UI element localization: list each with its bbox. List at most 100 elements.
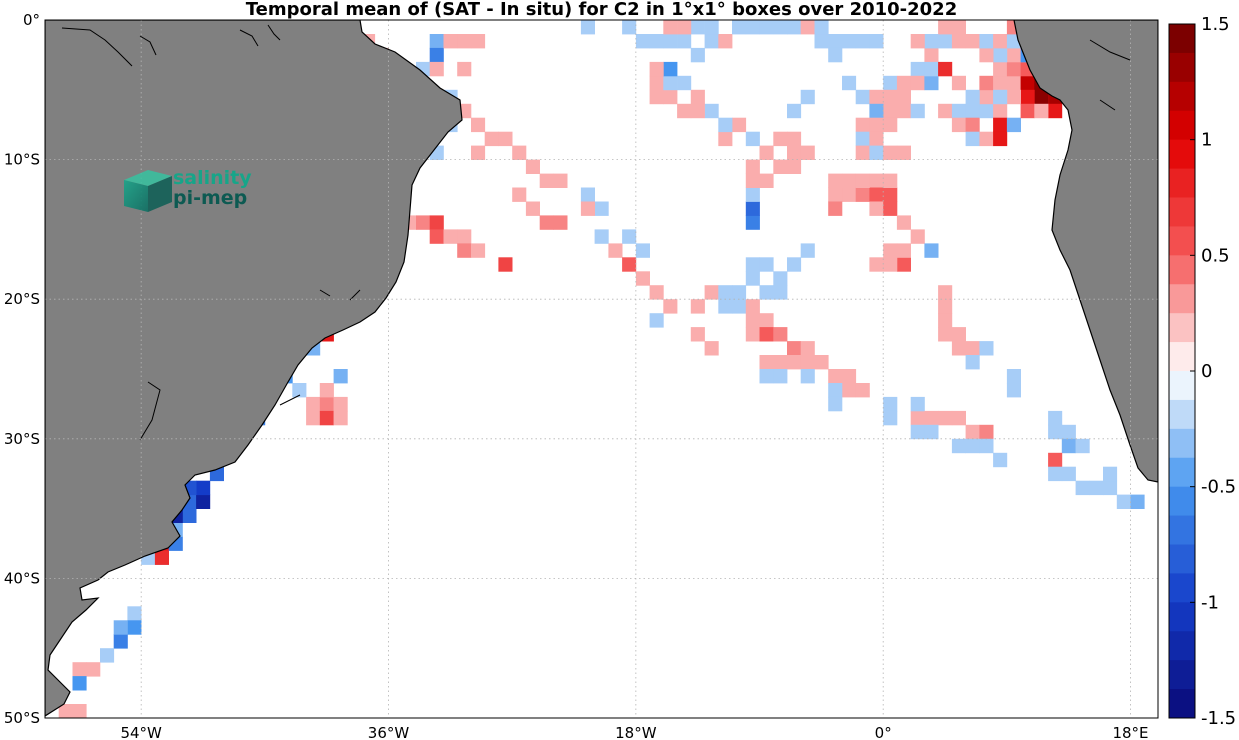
data-cell: [1006, 47, 1021, 63]
data-cell: [965, 355, 980, 370]
data-cell: [443, 34, 458, 49]
data-cell: [429, 229, 444, 244]
colorbar-segment: [1169, 197, 1195, 227]
data-cell: [1048, 424, 1063, 440]
colorbar-segment: [1169, 284, 1195, 314]
map-frame: [44, 19, 1159, 719]
data-cell: [828, 34, 843, 49]
data-cell: [938, 61, 953, 77]
data-cell: [649, 313, 664, 328]
data-cell: [484, 131, 499, 147]
colorbar-segment: [1169, 457, 1195, 488]
data-cell: [1020, 75, 1035, 91]
data-cell: [1116, 494, 1131, 509]
colorbar-segment: [1169, 631, 1195, 661]
data-cell: [745, 20, 760, 35]
colorbar-tick-label: 0.5: [1201, 245, 1230, 266]
data-cell: [896, 243, 911, 258]
data-cell: [883, 103, 898, 119]
data-cell: [690, 103, 705, 119]
data-cell: [910, 229, 925, 244]
data-cell: [855, 131, 870, 147]
data-cell: [525, 159, 540, 174]
data-cell: [924, 410, 939, 426]
data-cell: [842, 173, 857, 188]
data-cell: [883, 89, 898, 105]
colorbar-segment: [1169, 573, 1195, 603]
logo-line1: salinity: [173, 167, 252, 189]
data-cell: [580, 187, 595, 202]
data-cell: [883, 145, 898, 160]
data-cell: [663, 75, 678, 91]
colorbar-segment: [1169, 371, 1195, 401]
data-cell: [869, 131, 884, 147]
data-cell: [965, 438, 980, 454]
data-cell: [608, 243, 623, 258]
data-cell: [910, 61, 925, 77]
data-cell: [951, 327, 966, 342]
data-cell: [745, 201, 760, 216]
data-cell: [663, 34, 678, 49]
data-cell: [732, 117, 747, 133]
colorbar-segment: [1169, 313, 1195, 343]
data-cell: [869, 103, 884, 119]
data-cell: [896, 75, 911, 91]
data-cell: [622, 257, 637, 272]
data-cell: [979, 75, 994, 91]
longitude-labels: 54°W 36°W 18°W 0° 18°E: [120, 724, 1148, 740]
data-cell: [196, 480, 211, 496]
data-cell: [100, 648, 115, 663]
data-cell: [690, 89, 705, 105]
colorbar-segment: [1169, 544, 1195, 574]
data-cell: [1061, 424, 1076, 440]
data-cell: [951, 341, 966, 356]
data-cell: [182, 508, 197, 523]
data-cell: [759, 257, 774, 272]
data-cell: [965, 117, 980, 133]
data-cell: [704, 341, 719, 356]
data-cell: [718, 117, 733, 133]
data-cell: [883, 187, 898, 202]
data-cell: [965, 34, 980, 49]
data-cell: [924, 61, 939, 77]
data-cell: [993, 117, 1008, 133]
data-cell: [333, 396, 348, 412]
data-cell: [759, 369, 774, 384]
logo-line2: pi-mep: [173, 187, 247, 209]
data-cell: [1006, 117, 1021, 133]
data-cell: [787, 145, 802, 160]
data-cell: [704, 20, 719, 35]
colorbar-tick-label: -1.5: [1201, 708, 1236, 729]
data-cell: [663, 299, 678, 314]
data-cell: [1130, 494, 1145, 509]
data-cell: [855, 187, 870, 202]
data-cell: [869, 89, 884, 105]
data-cell: [993, 61, 1008, 77]
data-cell: [1103, 466, 1118, 482]
data-cell: [896, 257, 911, 272]
data-cell: [883, 117, 898, 133]
data-cell: [828, 47, 843, 63]
data-cell: [800, 20, 815, 35]
data-cell: [429, 215, 444, 230]
lat-tick-label: 10°S: [4, 151, 40, 169]
colorbar-segment: [1169, 342, 1195, 372]
data-cell: [471, 243, 486, 258]
data-cell: [745, 187, 760, 202]
lat-tick-label: 20°S: [4, 290, 40, 308]
data-cell: [787, 20, 802, 35]
data-cell: [924, 424, 939, 440]
colorbar-segment: [1169, 428, 1195, 459]
data-cell: [787, 131, 802, 147]
colorbar-segment: [1169, 515, 1195, 545]
data-cell: [745, 173, 760, 188]
data-cell: [828, 369, 843, 384]
data-cell: [690, 327, 705, 342]
data-cell: [319, 396, 334, 412]
data-cell: [979, 47, 994, 63]
data-cell: [1048, 466, 1063, 482]
data-cell: [72, 704, 87, 718]
data-cell: [869, 34, 884, 49]
data-cell: [127, 606, 142, 621]
